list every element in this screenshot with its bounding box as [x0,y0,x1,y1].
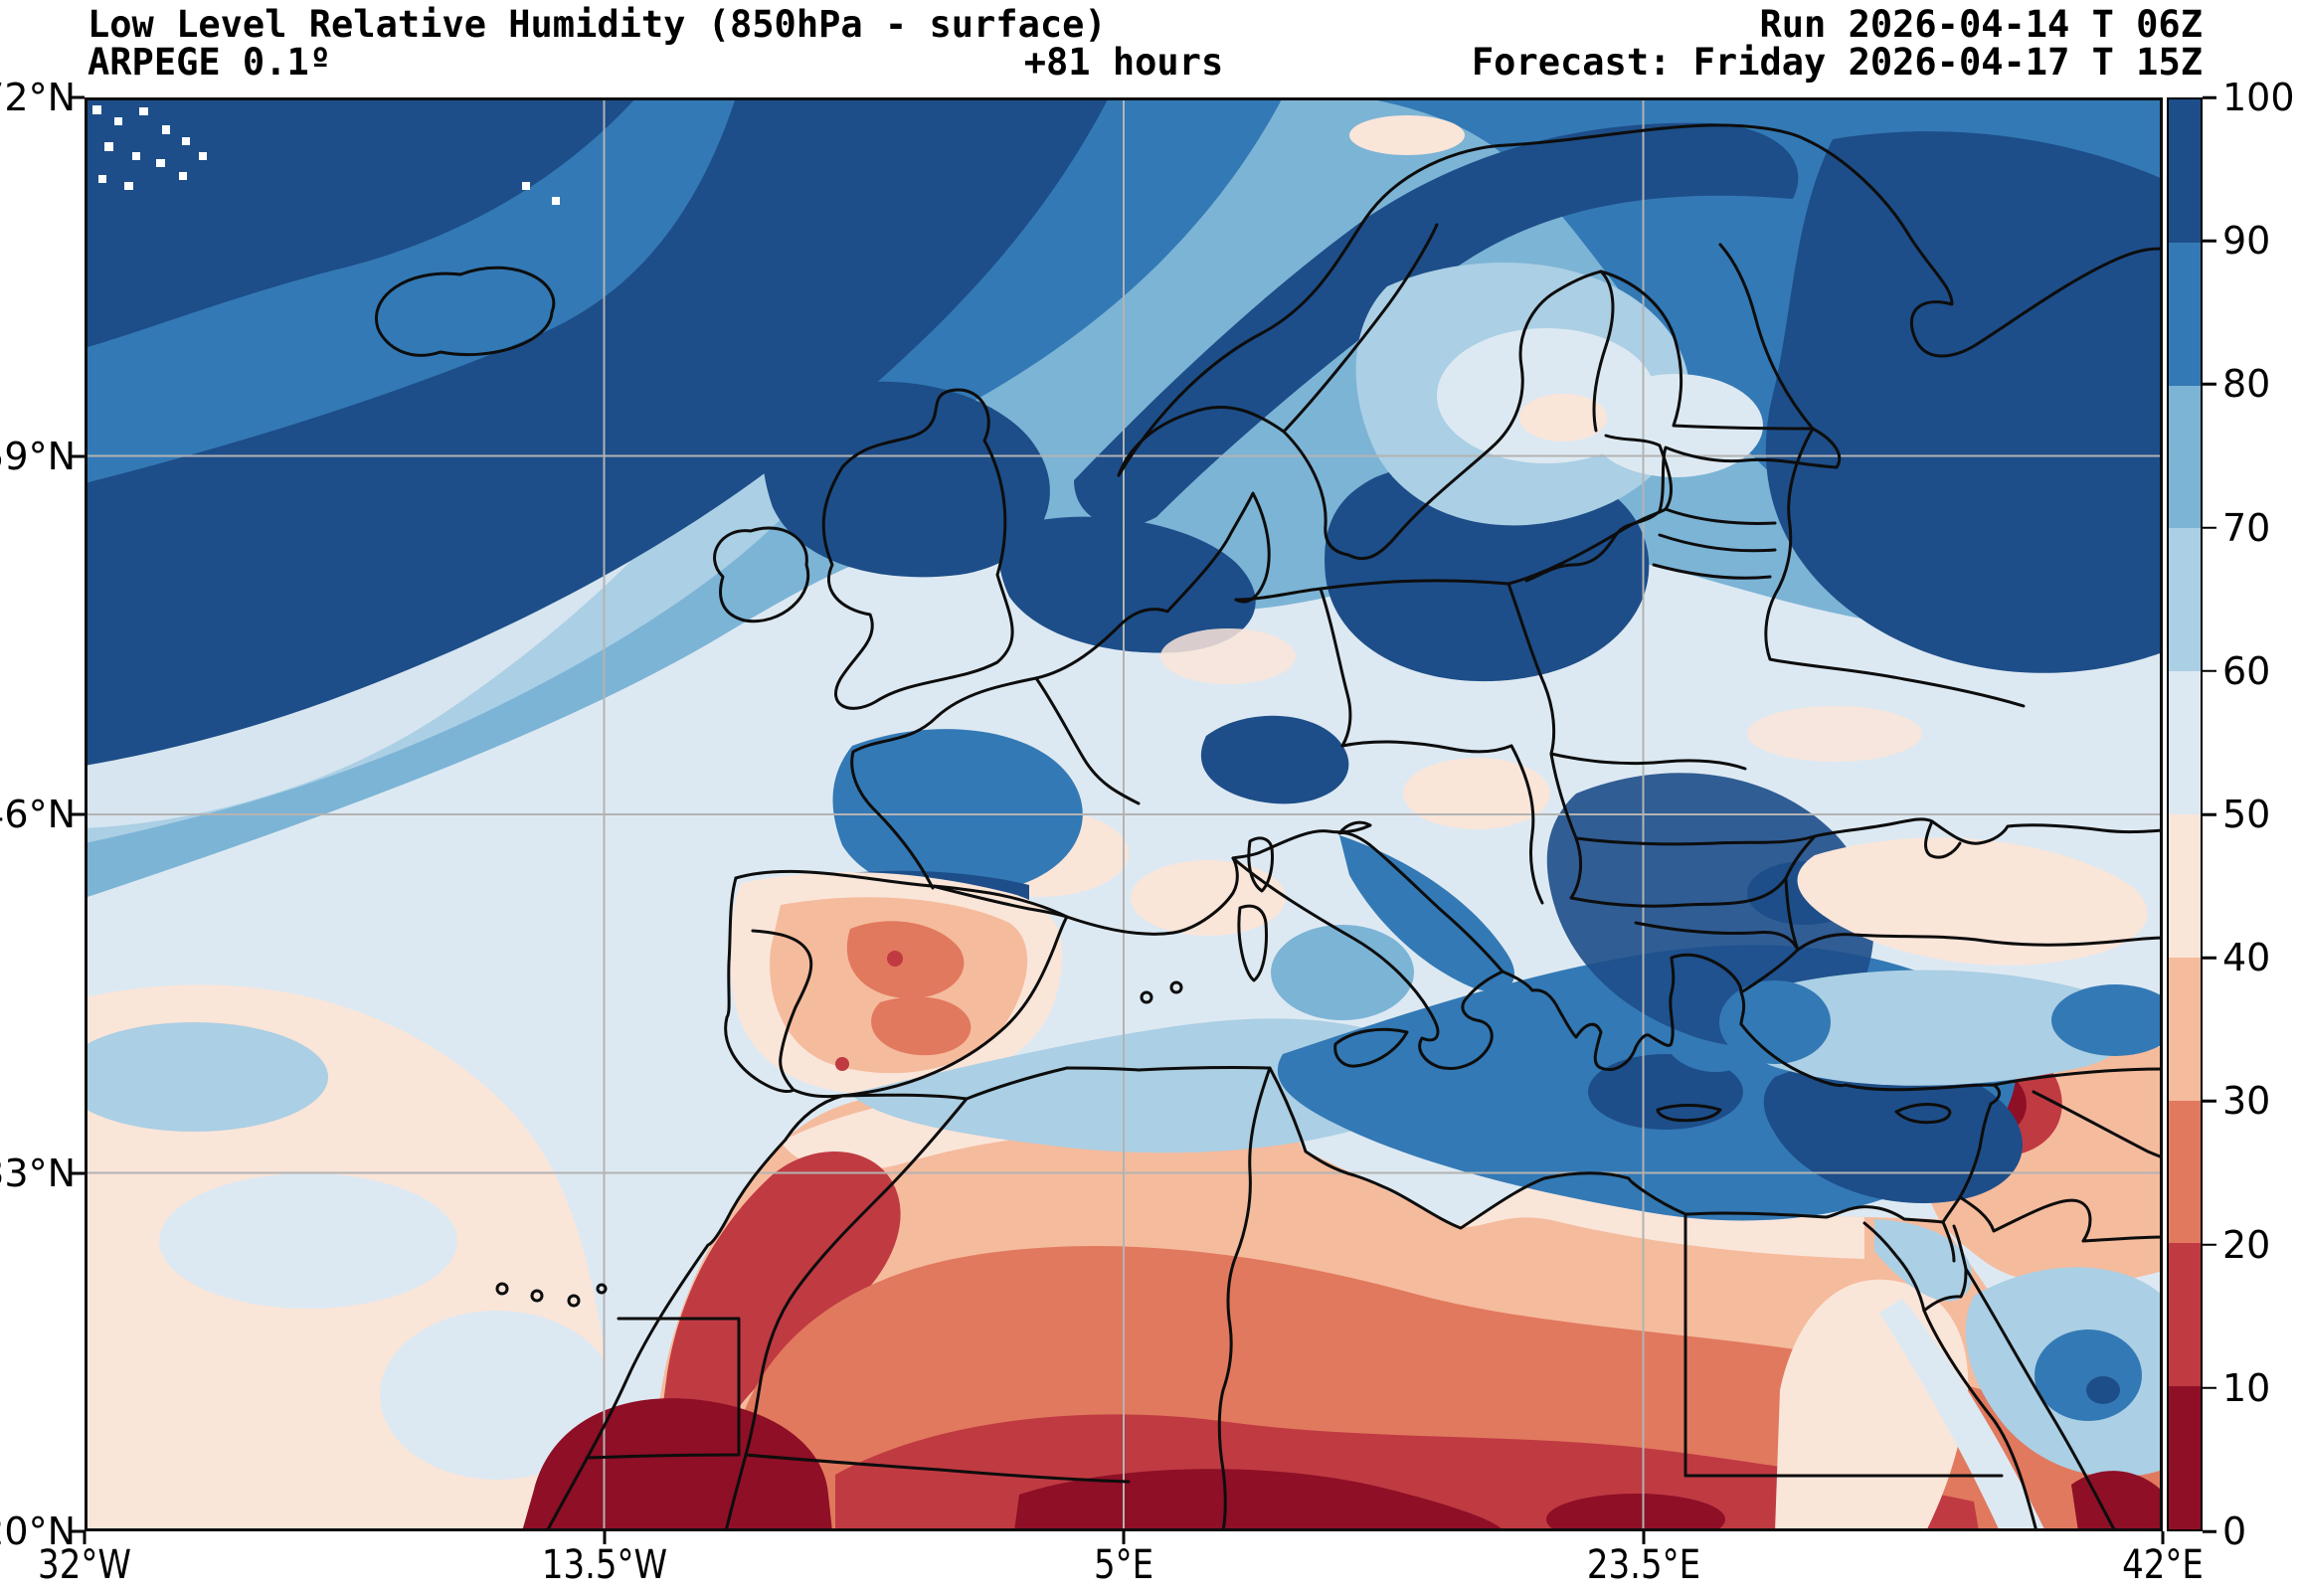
forecast-valid-label: Forecast: Friday 2026-04-17 T 15Z [1471,41,2203,84]
colorbar-segment [2169,528,2201,672]
colorbar-tick-mark [2203,1243,2216,1246]
map-border [85,97,2163,1531]
colorbar-tick-label: 50 [2222,793,2271,836]
colorbar-tick-mark [2203,669,2216,673]
lon-tick-label: 23.5°E [1586,1542,1700,1588]
colorbar-tick-label: 30 [2222,1079,2271,1124]
lon-tick-label: 42°E [2122,1542,2204,1588]
colorbar-segment [2169,242,2201,386]
latitude-axis: 72°N 59°N 46°N 33°N 20°N [0,76,76,1553]
latitude-tick-marks [71,95,85,1533]
colorbar-tick-mark [2203,1529,2216,1533]
colorbar-segment [2169,99,2201,243]
colorbar-tick-label: 0 [2222,1509,2247,1553]
lon-tick-label: 5°E [1093,1542,1154,1588]
lon-tick-label: 32°W [38,1542,131,1588]
colorbar-tick-labels: 100 90 80 70 60 50 40 30 20 10 0 [2222,76,2300,1553]
lat-tick-mark [71,1171,85,1174]
map-canvas [85,97,2163,1531]
colorbar-tick-label: 90 [2222,219,2271,264]
lat-tick-label: 20°N [0,1509,76,1553]
colorbar-tick-marks [2203,95,2216,1533]
lon-tick-mark [2161,1531,2165,1544]
colorbar-tick-label: 20 [2222,1222,2271,1267]
colorbar [2167,97,2203,1531]
lat-tick-mark [71,454,85,457]
longitude-axis: 32°W 13.5°W 5°E 23.5°E 42°E [38,1542,2204,1592]
colorbar-tick-label: 70 [2222,505,2271,550]
colorbar-tick-mark [2203,956,2216,960]
colorbar-segment [2169,671,2201,814]
colorbar-tick-mark [2203,383,2216,386]
colorbar-segment [2169,385,2201,529]
lon-tick-mark [83,1531,87,1544]
lon-tick-mark [1642,1531,1645,1544]
colorbar-tick-label: 40 [2222,936,2271,980]
colorbar-tick-label: 60 [2222,648,2271,693]
colorbar-segment [2169,1386,2201,1529]
humidity-contour-map [85,97,2163,1531]
colorbar-segment [2169,813,2201,958]
colorbar-tick-label: 10 [2222,1365,2271,1410]
lon-tick-mark [603,1531,606,1544]
lat-tick-mark [71,95,85,99]
colorbar-segment [2169,957,2201,1101]
colorbar-tick-mark [2203,526,2216,529]
lead-time-label: +81 hours [1023,41,1224,84]
colorbar-tick-label: 100 [2222,76,2295,119]
colorbar-tick-mark [2203,239,2216,243]
lat-tick-label: 72°N [0,76,76,119]
colorbar-tick-mark [2203,812,2216,816]
graticule [85,97,2163,1531]
chart-title: Low Level Relative Humidity (850hPa - su… [88,3,1107,46]
lon-tick-label: 13.5°W [541,1542,667,1588]
colorbar-tick-mark [2203,1100,2216,1103]
model-label: ARPEGE 0.1º [88,41,332,84]
longitude-tick-marks [83,1531,2165,1544]
lon-tick-mark [1122,1531,1126,1544]
colorbar-segment [2169,1243,2201,1387]
colorbar-tick-mark [2203,1386,2216,1390]
lat-tick-label: 46°N [0,793,76,836]
no-data-speckles [92,105,560,205]
colorbar-tick-mark [2203,95,2216,99]
lat-tick-mark [71,1529,85,1533]
lat-tick-mark [71,812,85,816]
lat-tick-label: 59°N [0,434,76,478]
colorbar-segment [2169,1100,2201,1244]
coastlines-and-borders [375,123,2163,1531]
lat-tick-label: 33°N [0,1151,76,1195]
run-timestamp: Run 2026-04-14 T 06Z [1759,3,2203,46]
colorbar-tick-label: 80 [2222,362,2271,407]
